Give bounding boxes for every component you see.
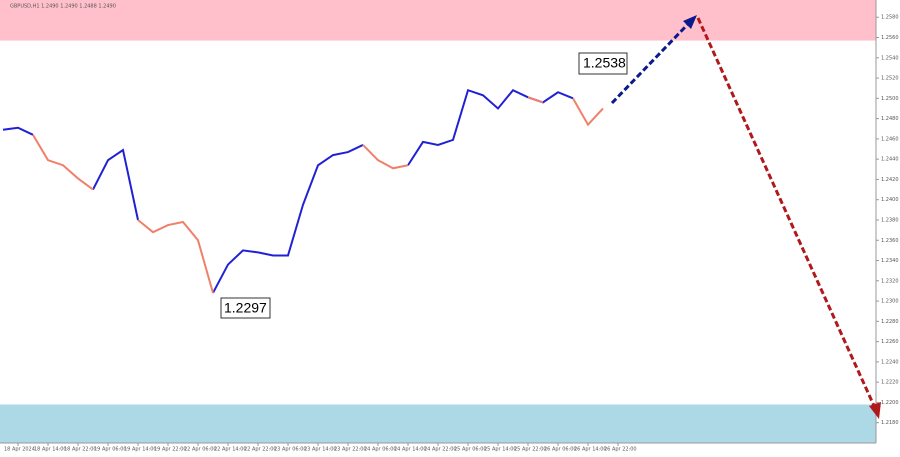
x-tick-label: 19 Apr 06:00 bbox=[94, 447, 127, 453]
x-tick-label: 25 Apr 14:00 bbox=[484, 447, 517, 453]
x-tick-label: 26 Apr 22:00 bbox=[604, 447, 637, 453]
chart-title: GBPUSD,H1 1.2490 1.2490 1.2488 1.2490 bbox=[10, 4, 116, 10]
zones bbox=[0, 0, 876, 443]
plot bbox=[2, 88, 604, 294]
y-tick-label: 1.2380 bbox=[881, 217, 899, 223]
price-line bbox=[32, 96, 604, 294]
y-tick-label: 1.2320 bbox=[881, 278, 899, 284]
x-tick-label: 24 Apr 14:00 bbox=[394, 447, 427, 453]
x-tick-label: 22 Apr 14:00 bbox=[214, 447, 247, 453]
y-tick-label: 1.2460 bbox=[881, 136, 899, 142]
annotation-box bbox=[578, 52, 628, 75]
y-tick-label: 1.2500 bbox=[881, 96, 899, 102]
x-tick-label: 22 Apr 06:00 bbox=[184, 447, 217, 453]
arrow-head bbox=[869, 402, 881, 419]
forecast-arrow-down bbox=[696, 17, 877, 409]
y-tick-label: 1.2220 bbox=[881, 380, 899, 386]
y-tick-label: 1.2560 bbox=[881, 35, 899, 41]
x-tick-label: 22 Apr 22:00 bbox=[244, 447, 277, 453]
y-tick-label: 1.2420 bbox=[881, 177, 899, 183]
x-tick-label: 26 Apr 06:00 bbox=[544, 447, 577, 453]
axes: 1.2580 1.2560 1.2540 1.2520 1.2500 1.2480 1.24… bbox=[4, 15, 899, 453]
y-tick-label: 1.2300 bbox=[881, 299, 899, 305]
x-tick-label: 24 Apr 22:00 bbox=[424, 447, 457, 453]
annotation-box bbox=[220, 297, 271, 319]
x-tick-label: 23 Apr 14:00 bbox=[304, 447, 337, 453]
y-tick-label: 1.2200 bbox=[881, 400, 899, 406]
y-tick-label: 1.2580 bbox=[881, 15, 899, 21]
x-tick-label: 23 Apr 06:00 bbox=[274, 447, 307, 453]
y-tick-label: 1.2180 bbox=[881, 420, 899, 426]
y-tick-label: 1.2520 bbox=[881, 76, 899, 82]
arrow-head bbox=[683, 15, 697, 29]
annotation: 1.2538 bbox=[583, 55, 626, 71]
x-tick-label: 24 Apr 06:00 bbox=[364, 447, 397, 453]
x-tick-label: 18 Apr 2024 bbox=[4, 447, 35, 453]
x-tick-label: 23 Apr 22:00 bbox=[334, 447, 367, 453]
y-tick-label: 1.2360 bbox=[881, 238, 899, 244]
y-tick-label: 1.2240 bbox=[881, 359, 899, 365]
x-tick-label: 19 Apr 22:00 bbox=[154, 447, 187, 453]
x-tick-label: 25 Apr 22:00 bbox=[514, 447, 547, 453]
y-tick-label: 1.2280 bbox=[881, 319, 899, 325]
y-tick-label: 1.2440 bbox=[881, 157, 899, 163]
y-tick-label: 1.2480 bbox=[881, 116, 899, 122]
x-tick-label: 19 Apr 14:00 bbox=[124, 447, 157, 453]
x-tick-label: 18 Apr 22:00 bbox=[64, 447, 97, 453]
price-zone bbox=[0, 404, 876, 443]
price-zone bbox=[0, 0, 876, 41]
forecast-arrow-up bbox=[610, 20, 692, 105]
x-tick-label: 25 Apr 06:00 bbox=[454, 447, 487, 453]
price-line bbox=[2, 88, 574, 294]
y-tick-label: 1.2340 bbox=[881, 258, 899, 264]
y-tick-label: 1.2540 bbox=[881, 55, 899, 61]
y-tick-label: 1.2400 bbox=[881, 197, 899, 203]
annotation: 1.2297 bbox=[224, 300, 267, 316]
x-tick-label: 26 Apr 14:00 bbox=[574, 447, 607, 453]
x-tick-label: 18 Apr 14:00 bbox=[34, 447, 67, 453]
y-tick-label: 1.2260 bbox=[881, 339, 899, 345]
